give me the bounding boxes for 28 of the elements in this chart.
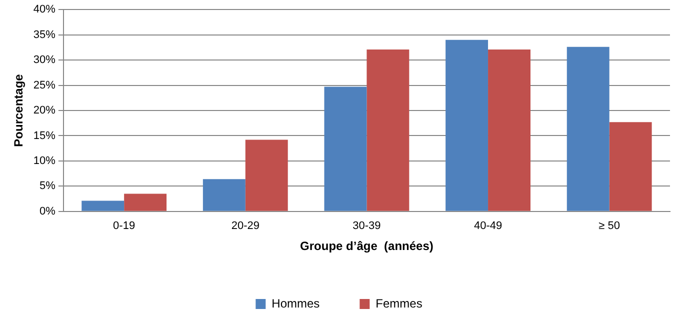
y-tick-label: 15% [33,130,56,142]
x-tick-label: ≥ 50 [598,220,620,232]
x-axis-title: Groupe d’âge (années) [300,239,434,254]
y-tick-label: 30% [33,54,56,66]
bar [446,40,488,211]
bar [488,49,530,211]
x-tick-label: 20-29 [231,220,260,232]
y-tick-label: 35% [33,28,56,41]
bar [245,140,288,211]
x-tick-label: 40-49 [474,220,502,232]
bar [609,122,652,211]
y-tick-label: 5% [40,180,56,192]
y-tick-label: 25% [33,79,56,92]
y-axis-title: Pourcentage [12,74,26,147]
y-tick-label: 0% [40,205,56,218]
bar [566,46,610,211]
y-tick-label: 40% [33,4,56,16]
legend-label: Femmes [376,296,422,310]
y-tick-label: 20% [33,104,56,117]
y-tick-label: 10% [33,154,56,167]
bar [82,200,124,211]
legend-label: Hommes [272,296,320,310]
x-tick-label: 30-39 [352,220,381,232]
x-tick-label: 0-19 [113,220,136,232]
bar [124,194,167,211]
bar [324,86,367,211]
bar [202,179,246,211]
bar [366,49,410,211]
